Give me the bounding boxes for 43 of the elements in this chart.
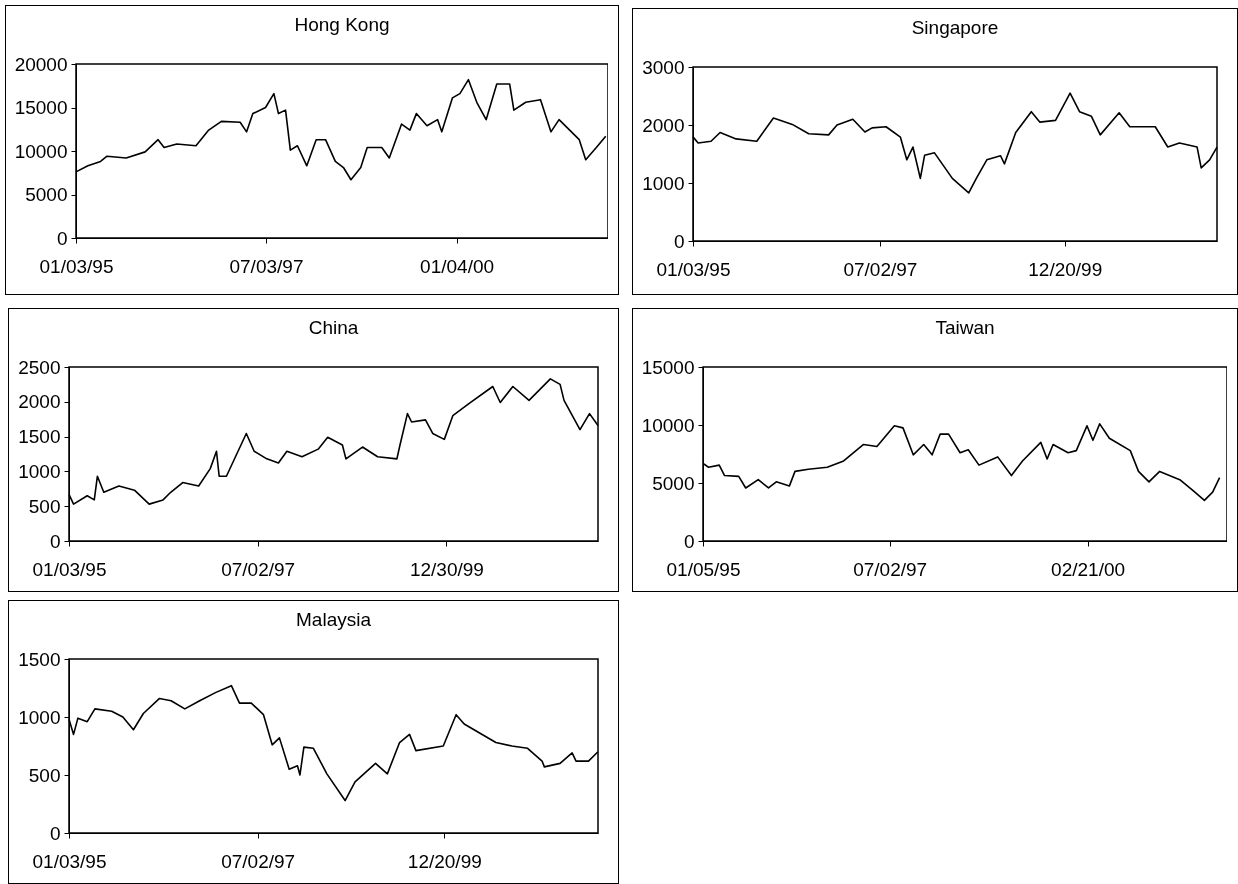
chart-title: China [308,317,359,338]
y-tick-label: 1000 [642,172,685,194]
x-tick-label: 01/05/95 [666,558,741,580]
y-tick-label: 5000 [652,472,695,494]
x-tick-label: 07/02/97 [221,850,296,872]
chart-title: Hong Kong [294,14,390,35]
y-tick-label: 10000 [641,414,695,436]
x-tick-label: 12/20/99 [407,850,482,872]
y-tick-label: 15000 [14,97,68,118]
x-tick-label: 01/03/95 [32,558,107,580]
x-tick-label: 12/30/99 [409,558,484,580]
chart-title: Malaysia [296,609,372,630]
x-tick-label: 01/04/00 [420,255,495,277]
y-tick-label: 1000 [18,706,61,728]
y-tick-label: 500 [28,764,61,786]
chart-title: Taiwan [935,317,995,338]
y-tick-label: 500 [28,495,61,517]
y-tick-label: 1500 [18,426,61,448]
y-tick-label: 2000 [18,391,61,413]
x-tick-label: 07/03/97 [229,255,304,277]
y-tick-label: 0 [49,530,61,552]
y-tick-label: 20000 [14,53,68,75]
chart-title: Singapore [911,17,999,38]
y-tick-label: 2000 [642,114,685,136]
y-tick-label: 0 [49,822,61,844]
y-tick-label: 0 [673,230,685,252]
y-tick-label: 3000 [642,56,685,78]
y-tick-label: 0 [683,530,695,552]
x-tick-label: 01/03/95 [39,255,114,277]
x-tick-label: 07/02/97 [843,258,918,280]
y-tick-label: 5000 [25,184,68,205]
y-tick-label: 1000 [18,460,61,482]
y-tick-label: 0 [56,227,68,249]
y-tick-label: 10000 [14,140,68,162]
x-tick-label: 07/02/97 [853,558,928,580]
y-tick-label: 15000 [641,356,695,378]
x-tick-label: 02/21/00 [1051,558,1126,580]
x-tick-label: 07/02/97 [221,558,296,580]
y-tick-label: 1500 [18,648,61,670]
x-tick-label: 01/03/95 [32,850,107,872]
x-tick-label: 01/03/95 [656,258,731,280]
y-tick-label: 2500 [18,356,61,378]
x-tick-label: 12/20/99 [1028,258,1103,280]
